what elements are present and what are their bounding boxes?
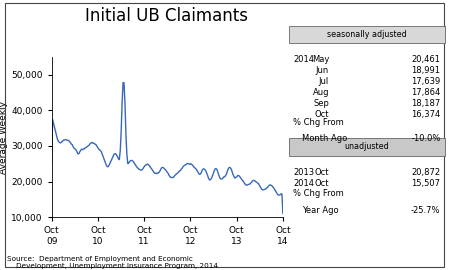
Text: 20,872: 20,872 bbox=[411, 168, 440, 177]
Text: seasonally adjusted: seasonally adjusted bbox=[327, 30, 407, 39]
Text: Sep: Sep bbox=[313, 99, 329, 108]
Text: 2014: 2014 bbox=[293, 55, 314, 64]
Text: 2013: 2013 bbox=[293, 168, 314, 177]
Text: -10.0%: -10.0% bbox=[411, 134, 440, 143]
Text: 18,187: 18,187 bbox=[411, 99, 440, 108]
Text: 20,461: 20,461 bbox=[411, 55, 440, 64]
Text: Oct: Oct bbox=[315, 178, 329, 188]
Text: Aug: Aug bbox=[313, 88, 329, 97]
Text: 18,991: 18,991 bbox=[411, 66, 440, 75]
Text: Jun: Jun bbox=[316, 66, 329, 75]
Text: Oct: Oct bbox=[315, 168, 329, 177]
Text: unadjusted: unadjusted bbox=[344, 142, 389, 151]
Text: May: May bbox=[312, 55, 329, 64]
Text: Month Ago: Month Ago bbox=[302, 134, 348, 143]
Text: Year Ago: Year Ago bbox=[302, 206, 339, 215]
Text: Jul: Jul bbox=[319, 77, 329, 86]
Text: 17,639: 17,639 bbox=[411, 77, 440, 86]
Text: 15,507: 15,507 bbox=[411, 178, 440, 188]
Text: 2014: 2014 bbox=[293, 178, 314, 188]
Text: 17,864: 17,864 bbox=[411, 88, 440, 97]
Text: 16,374: 16,374 bbox=[411, 110, 440, 119]
Text: Source:  Department of Employment and Economic
    Development, Unemployment Ins: Source: Department of Employment and Eco… bbox=[7, 256, 218, 269]
Text: -25.7%: -25.7% bbox=[411, 206, 440, 215]
Text: Oct: Oct bbox=[315, 110, 329, 119]
Y-axis label: Average Weekly: Average Weekly bbox=[0, 100, 9, 174]
Text: % Chg From: % Chg From bbox=[293, 118, 344, 127]
Text: Initial UB Claimants: Initial UB Claimants bbox=[84, 7, 248, 25]
Text: % Chg From: % Chg From bbox=[293, 190, 344, 198]
